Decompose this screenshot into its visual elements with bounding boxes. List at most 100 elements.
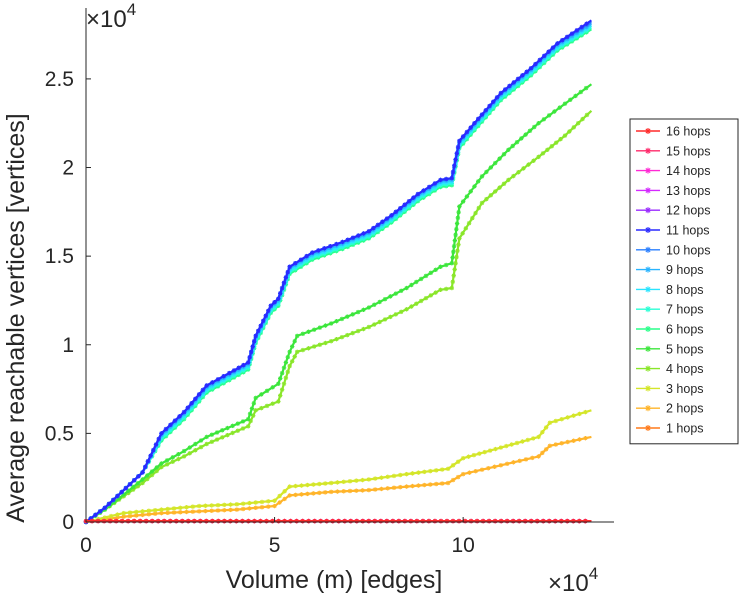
legend-label: 7 hops [666,303,704,317]
data-point [531,158,536,163]
data-point [526,162,531,167]
data-point [272,300,277,305]
data-point [456,209,461,215]
data-point [164,458,170,463]
data-point [163,426,169,432]
data-point [335,480,340,485]
data-point [575,121,581,126]
data-point [318,518,323,524]
data-point [391,473,397,479]
data-point [250,344,255,349]
data-point [204,434,209,440]
data-point [137,518,143,524]
data-point [178,510,183,515]
data-point [285,269,290,275]
x-tick-label: 0 [80,534,92,557]
series-3-hops [83,409,592,525]
data-point [248,349,254,355]
legend: 16 hops 15 hops 14 hops 13 hops 12 hops 11 ho… [629,118,739,445]
data-point [283,360,289,365]
data-point [379,486,384,492]
data-point [472,121,477,126]
data-point [408,518,414,524]
data-point [530,436,536,441]
data-point [126,488,131,493]
data-point [418,276,424,282]
series-6-hops [83,28,592,525]
legend-label: 14 hops [666,164,710,178]
data-point [140,477,145,482]
axes: 0 5 10 0 0.5 1 1.5 2 2.5 [45,8,614,557]
data-point [222,518,227,524]
y-tick-label: 0 [62,511,74,534]
legend-item-15-hops: 15 hops [636,144,710,158]
data-point [484,169,489,175]
data-point [335,489,340,494]
data-point [541,518,546,524]
data-point [486,466,491,471]
data-point [123,485,129,491]
data-point [282,489,287,494]
data-point [541,117,547,122]
data-point [235,428,240,433]
data-point [486,518,492,524]
data-point [347,479,353,484]
data-point [228,507,233,513]
data-point [479,174,485,179]
data-point [559,518,564,524]
legend-item-9-hops: 9 hops [636,263,704,277]
data-point [445,480,451,486]
data-point [136,474,141,479]
series-line-7-hops [85,26,592,523]
data-point [281,280,287,285]
data-point [571,413,576,418]
data-point [487,103,492,109]
data-point [530,455,535,461]
data-point [514,139,520,145]
data-point [372,487,378,492]
data-point [293,492,298,498]
data-point [149,469,155,474]
data-point [209,508,214,513]
data-point [181,448,187,454]
data-point [449,175,455,181]
data-point [414,279,419,285]
data-point [306,518,311,524]
data-point [170,459,175,464]
legend-label: 9 hops [666,263,704,277]
data-point [451,244,457,249]
x-multiplier-base: ×10 [548,570,589,597]
data-point [140,470,145,475]
series-markers-8-hops [83,26,589,525]
data-point [514,440,520,446]
data-point [460,471,466,477]
data-point [450,279,455,285]
data-point [493,160,498,166]
data-point [453,157,458,162]
data-point [287,264,292,269]
data-point [193,448,198,453]
data-point [228,518,233,524]
data-point [203,508,208,514]
series-markers-2-hops [83,435,588,525]
data-point [151,447,156,453]
data-point [450,255,455,260]
data-point [520,439,525,444]
data-point [555,41,560,46]
data-point [455,144,461,150]
data-point [235,421,240,426]
data-point [323,340,328,346]
data-point [559,441,564,446]
data-point [127,510,133,515]
data-point [345,332,350,338]
legend-item-11-hops: 11 hops [636,224,710,238]
data-point [510,143,515,149]
data-point [511,173,516,179]
data-point [579,24,584,30]
data-point [317,342,323,347]
data-point [154,465,159,470]
data-point [305,491,310,497]
data-point [276,296,281,301]
data-point [385,474,390,480]
data-point [583,409,588,415]
